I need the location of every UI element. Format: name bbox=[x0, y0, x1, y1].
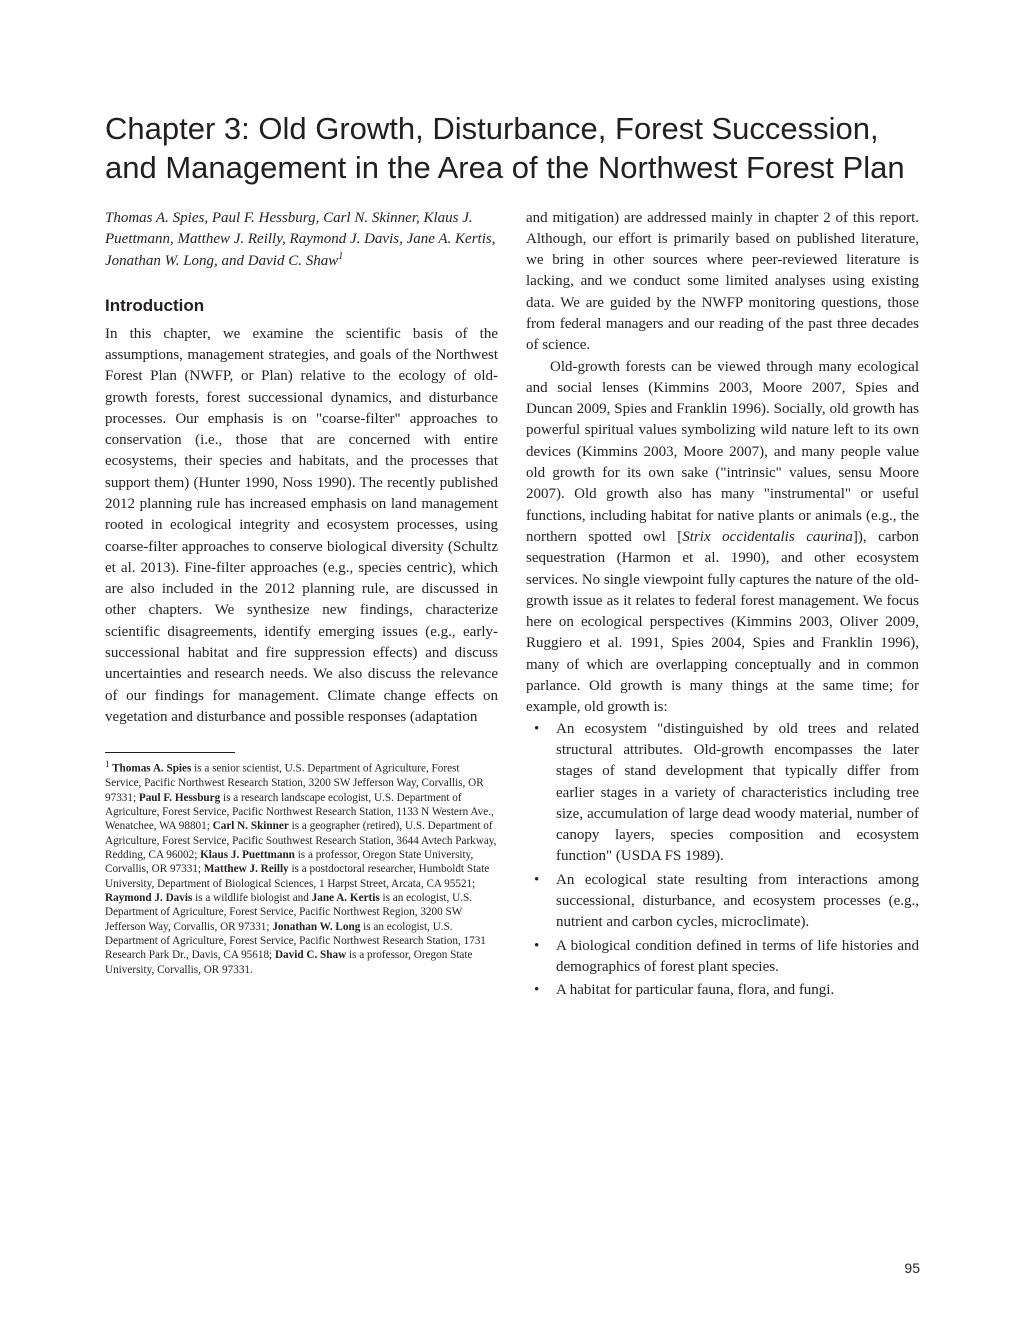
fn-text-6: is a wildlife biologist and bbox=[192, 892, 311, 904]
fn-name-1: Thomas A. Spies bbox=[110, 763, 192, 775]
list-item: An ecological state resulting from inter… bbox=[526, 870, 919, 934]
left-column: Thomas A. Spies, Paul F. Hessburg, Carl … bbox=[105, 208, 498, 1004]
fn-name-4: Klaus J. Puettmann bbox=[200, 849, 295, 861]
fn-name-9: David C. Shaw bbox=[275, 949, 346, 961]
list-item: A habitat for particular fauna, flora, a… bbox=[526, 980, 919, 1001]
list-item: An ecosystem "distinguished by old trees… bbox=[526, 719, 919, 868]
right-column: and mitigation) are addressed mainly in … bbox=[526, 208, 919, 1004]
author-footnote-ref: 1 bbox=[338, 251, 343, 262]
old-growth-definitions-list: An ecosystem "distinguished by old trees… bbox=[526, 719, 919, 1002]
author-list: Thomas A. Spies, Paul F. Hessburg, Carl … bbox=[105, 208, 498, 272]
para2-post: ]), carbon sequestration (Harmon et al. … bbox=[526, 529, 919, 715]
fn-name-5: Matthew J. Reilly bbox=[204, 863, 289, 875]
authors-text: Thomas A. Spies, Paul F. Hessburg, Carl … bbox=[105, 210, 495, 269]
fn-name-3: Carl N. Skinner bbox=[213, 820, 289, 832]
list-item: A biological condition defined in terms … bbox=[526, 936, 919, 979]
fn-name-6: Raymond J. Davis bbox=[105, 892, 192, 904]
footnote-divider bbox=[105, 752, 235, 753]
intro-paragraph-left: In this chapter, we examine the scientif… bbox=[105, 324, 498, 729]
fn-name-2: Paul F. Hessburg bbox=[139, 792, 220, 804]
fn-name-7: Jane A. Kertis bbox=[312, 892, 380, 904]
fn-name-8: Jonathan W. Long bbox=[272, 921, 360, 933]
intro-paragraph-right-1: and mitigation) are addressed mainly in … bbox=[526, 208, 919, 357]
para2-pre: Old-growth forests can be viewed through… bbox=[526, 359, 919, 545]
two-column-layout: Thomas A. Spies, Paul F. Hessburg, Carl … bbox=[105, 208, 920, 1004]
chapter-title: Chapter 3: Old Growth, Disturbance, Fore… bbox=[105, 110, 920, 188]
species-name-italic: Strix occidentalis caurina bbox=[682, 529, 853, 545]
intro-paragraph-right-2: Old-growth forests can be viewed through… bbox=[526, 357, 919, 719]
page-number: 95 bbox=[904, 1260, 920, 1276]
author-affiliations-footnote: 1 Thomas A. Spies is a senior scientist,… bbox=[105, 759, 498, 977]
introduction-heading: Introduction bbox=[105, 294, 498, 318]
